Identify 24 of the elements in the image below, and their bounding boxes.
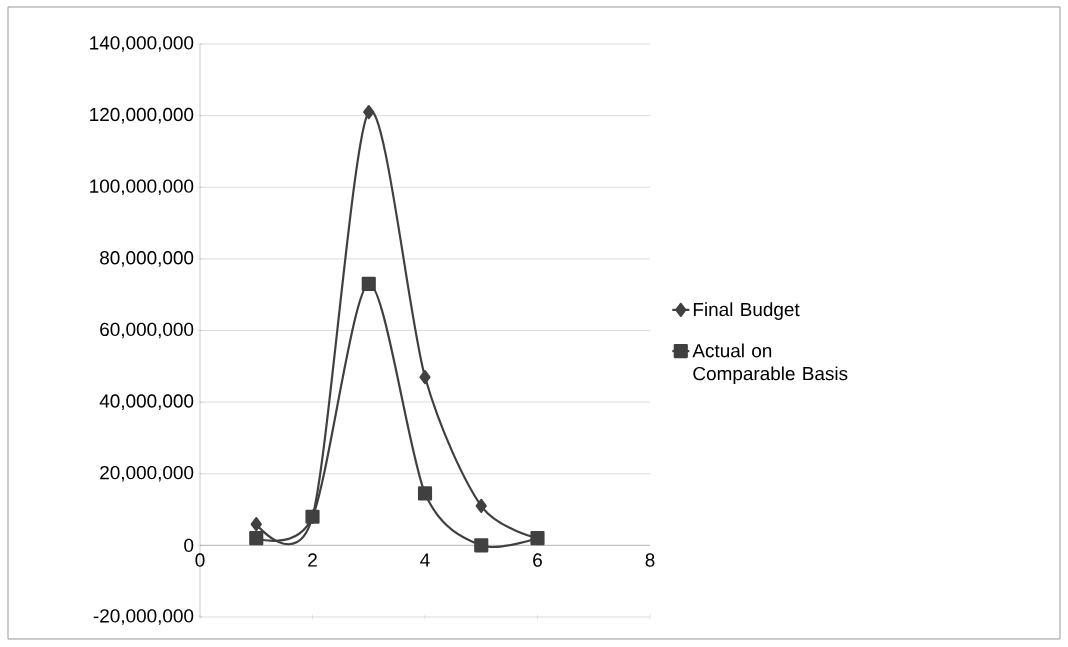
y-tick-label: 120,000,000	[90, 107, 194, 124]
point	[474, 538, 489, 553]
point	[361, 276, 376, 291]
point	[417, 486, 433, 501]
x-tick-label: 4	[420, 553, 430, 567]
y-tick-label: 0	[184, 538, 194, 553]
y-tick-label: 60,000,000	[100, 322, 194, 339]
point	[475, 498, 487, 514]
y-tick-label: 80,000,000	[100, 251, 194, 267]
x-tick-label: 2	[308, 553, 317, 567]
legend-label: Actual on Comparable Basis	[692, 343, 848, 385]
x-tick-label: 6	[533, 553, 542, 567]
x-tick-label: 0	[195, 553, 205, 567]
x-tick-label: 8	[645, 553, 655, 567]
y-tick-label: 100,000,000	[90, 179, 194, 196]
point	[363, 104, 375, 120]
y-tick-label: 20,000,000	[100, 465, 194, 482]
point	[419, 369, 431, 385]
legend-label: Final Budget	[693, 302, 800, 320]
y-tick-label: 40,000,000	[99, 394, 194, 410]
y-tick-label: -20,000,000	[93, 609, 194, 625]
y-tick-label: 140,000,000	[90, 36, 194, 52]
point	[250, 517, 262, 532]
point	[249, 531, 264, 546]
